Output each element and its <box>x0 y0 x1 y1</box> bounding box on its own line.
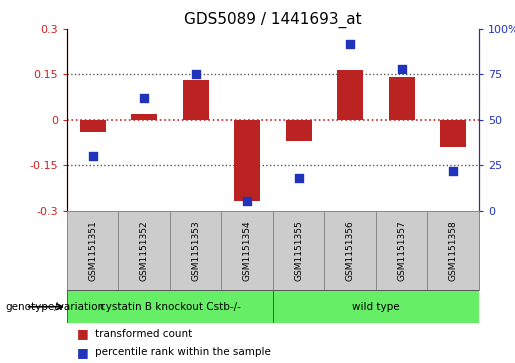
Point <box>295 175 303 181</box>
Bar <box>67 290 273 323</box>
Bar <box>389 77 415 120</box>
Bar <box>324 211 376 290</box>
Text: GSM1151358: GSM1151358 <box>449 220 458 281</box>
Text: ■: ■ <box>77 327 89 340</box>
Text: GSM1151352: GSM1151352 <box>140 220 149 281</box>
Bar <box>221 211 273 290</box>
Point <box>243 199 251 204</box>
Bar <box>118 211 170 290</box>
Text: GSM1151354: GSM1151354 <box>243 220 252 281</box>
Point <box>89 153 97 159</box>
Text: GSM1151356: GSM1151356 <box>346 220 355 281</box>
Bar <box>234 120 260 201</box>
Bar <box>183 81 209 120</box>
Bar <box>337 70 363 120</box>
Bar <box>273 211 324 290</box>
Text: wild type: wild type <box>352 302 400 312</box>
Bar <box>170 211 221 290</box>
Text: GSM1151357: GSM1151357 <box>397 220 406 281</box>
Point <box>449 168 457 174</box>
Point <box>140 95 148 101</box>
Point <box>346 41 354 46</box>
Bar <box>286 120 312 141</box>
Text: cystatin B knockout Cstb-/-: cystatin B knockout Cstb-/- <box>99 302 241 312</box>
Text: genotype/variation: genotype/variation <box>5 302 104 312</box>
Bar <box>440 120 466 147</box>
Bar <box>131 114 157 120</box>
Text: GSM1151351: GSM1151351 <box>88 220 97 281</box>
Bar <box>376 211 427 290</box>
Text: transformed count: transformed count <box>95 329 193 339</box>
Text: GSM1151353: GSM1151353 <box>191 220 200 281</box>
Title: GDS5089 / 1441693_at: GDS5089 / 1441693_at <box>184 12 362 28</box>
Bar <box>67 211 118 290</box>
Text: GSM1151355: GSM1151355 <box>294 220 303 281</box>
Text: ■: ■ <box>77 346 89 359</box>
Bar <box>273 290 479 323</box>
Point <box>192 72 200 77</box>
Bar <box>80 120 106 132</box>
Text: percentile rank within the sample: percentile rank within the sample <box>95 347 271 357</box>
Point <box>398 66 406 72</box>
Bar <box>427 211 479 290</box>
